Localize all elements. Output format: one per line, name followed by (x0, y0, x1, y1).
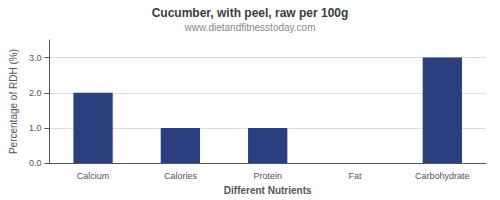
svg-text:Fat: Fat (349, 171, 363, 181)
svg-text:Calories: Calories (164, 171, 198, 181)
svg-text:1.0: 1.0 (29, 123, 42, 133)
svg-text:www.dietandfitnesstoday.com: www.dietandfitnesstoday.com (184, 22, 316, 33)
svg-text:Percentage of RDH (%): Percentage of RDH (%) (8, 49, 19, 154)
svg-text:Calcium: Calcium (77, 171, 110, 181)
svg-text:0.0: 0.0 (29, 158, 42, 168)
svg-text:3.0: 3.0 (29, 53, 42, 63)
svg-text:2.0: 2.0 (29, 88, 42, 98)
svg-text:Protein: Protein (253, 171, 282, 181)
svg-text:Cucumber, with peel, raw per 1: Cucumber, with peel, raw per 100g (152, 6, 349, 20)
svg-text:Carbohydrate: Carbohydrate (415, 171, 470, 181)
svg-text:Different Nutrients: Different Nutrients (224, 185, 312, 196)
